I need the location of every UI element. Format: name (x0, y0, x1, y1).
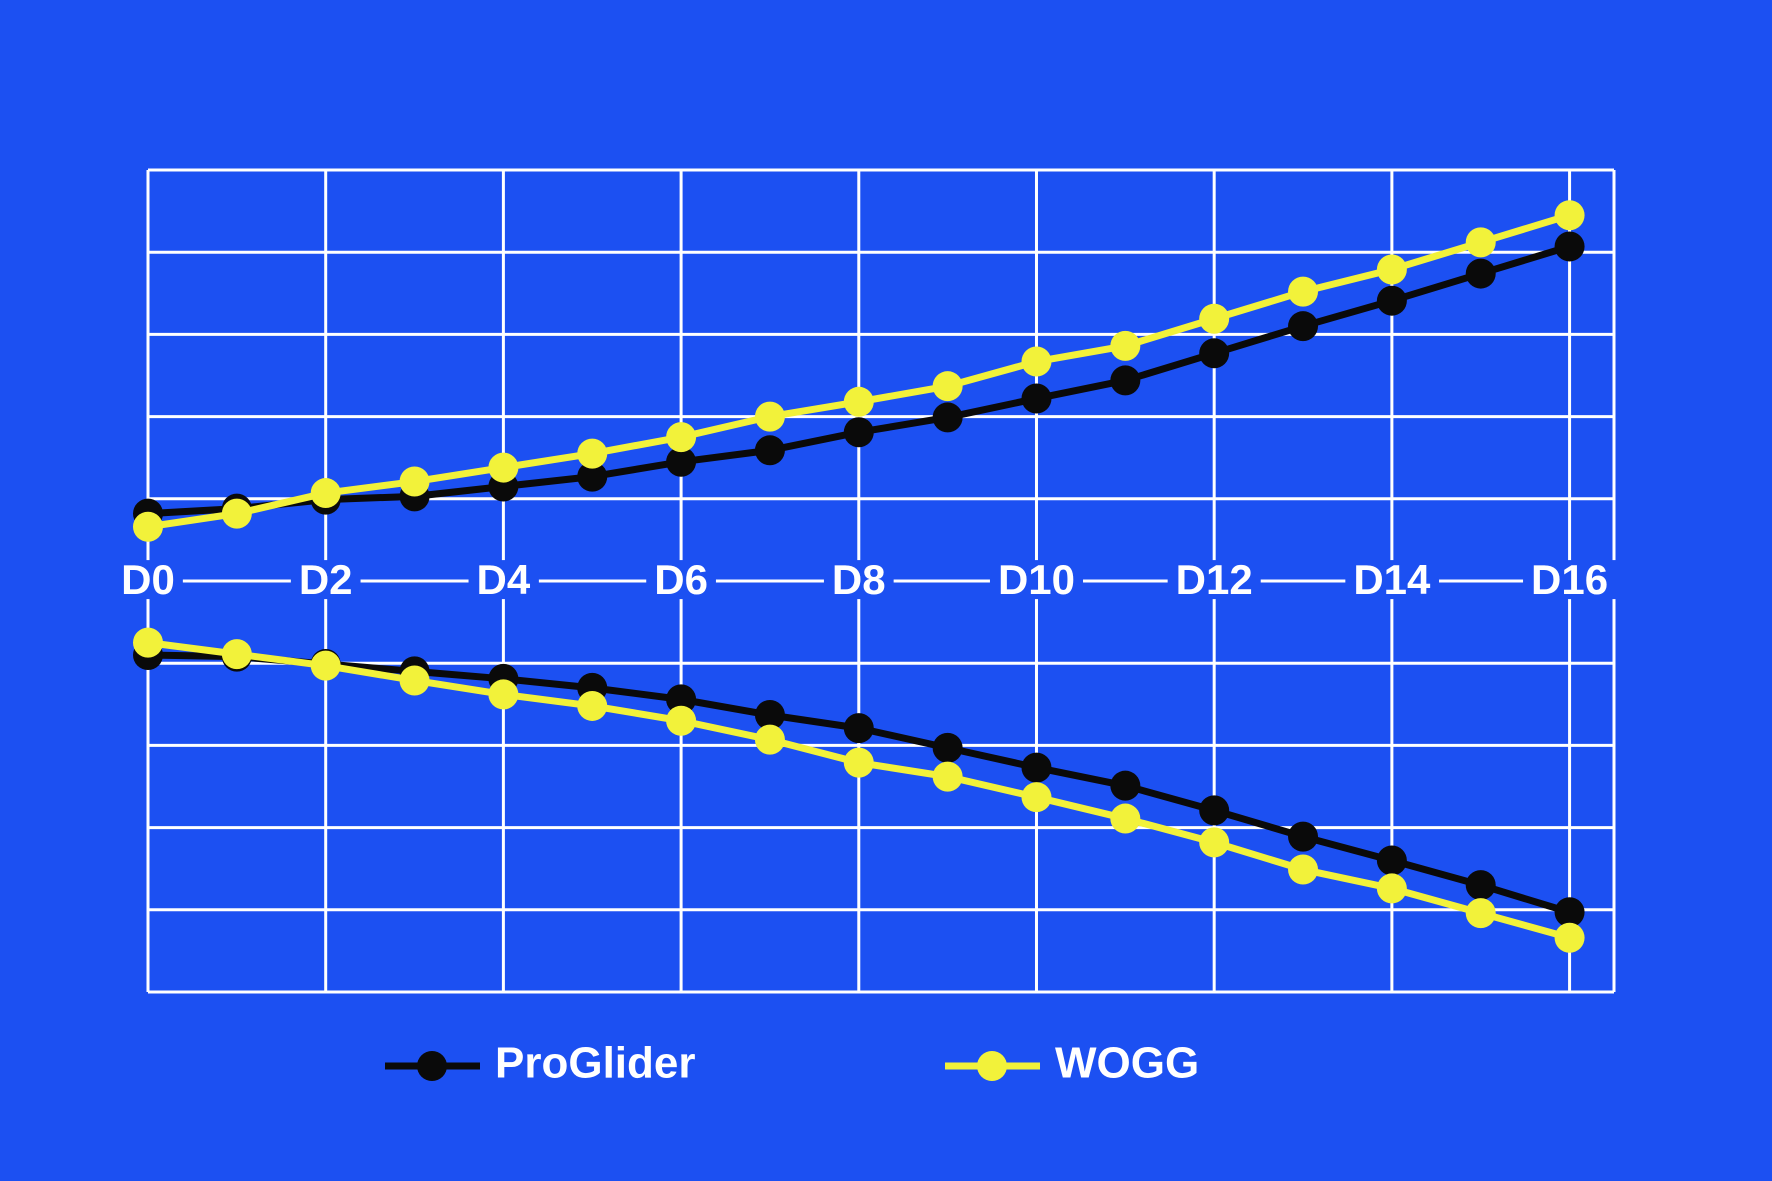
legend-label: ProGlider (495, 1039, 696, 1088)
point (1288, 821, 1319, 852)
point (488, 679, 519, 710)
point (1199, 795, 1230, 826)
label-background (1345, 560, 1440, 600)
point (1376, 285, 1407, 316)
point (1021, 752, 1052, 783)
point (754, 724, 785, 755)
point (221, 498, 252, 529)
point (1465, 227, 1496, 258)
point (932, 761, 963, 792)
point (399, 665, 430, 696)
legend-marker (977, 1051, 1007, 1081)
point (1199, 303, 1230, 334)
x-tick-labels: D0 D2 D4 D6 D8 D10 D12 D14 D16 (113, 556, 1617, 603)
point (666, 422, 697, 453)
point (133, 627, 163, 658)
label-background (823, 560, 894, 600)
label-background (290, 560, 361, 600)
legend-marker (417, 1051, 447, 1081)
point (843, 386, 874, 417)
point (754, 401, 785, 432)
point (932, 371, 963, 402)
label-background (646, 560, 716, 600)
x-tick-label: D16 (1531, 556, 1608, 603)
legend-label: WOGG (1055, 1039, 1199, 1088)
legend: ProGlider WOGG (385, 1039, 1199, 1088)
point (1021, 782, 1052, 813)
point (1288, 854, 1319, 885)
point (1021, 383, 1052, 414)
point (1376, 873, 1407, 904)
x-tick-label: D12 (1176, 556, 1253, 603)
x-tick-label: D2 (299, 556, 353, 603)
point (1465, 898, 1496, 929)
point (1465, 870, 1496, 901)
point (1199, 827, 1230, 858)
point (1554, 922, 1585, 953)
point (843, 713, 874, 744)
point (1110, 770, 1141, 801)
point (133, 511, 163, 542)
x-tick-label: D8 (832, 556, 886, 603)
point (1021, 346, 1052, 377)
point (1376, 254, 1407, 285)
x-tick-label: D6 (654, 556, 708, 603)
x-tick-label: D10 (998, 556, 1075, 603)
point (577, 461, 608, 492)
point (310, 650, 341, 681)
x-tick-label: D0 (121, 556, 175, 603)
x-tick-label: D4 (477, 556, 531, 603)
point (1288, 311, 1319, 342)
point (1465, 258, 1496, 289)
point (754, 699, 785, 730)
point (1554, 231, 1585, 262)
label-background (989, 560, 1084, 600)
point (1110, 365, 1141, 396)
point (399, 466, 430, 497)
point (754, 435, 785, 466)
point (666, 705, 697, 736)
point (1554, 897, 1585, 928)
point (1110, 330, 1141, 361)
label-background (468, 560, 539, 600)
label-background (1167, 560, 1261, 600)
point (1376, 845, 1407, 876)
point (932, 732, 963, 763)
point (577, 438, 608, 469)
x-tick-label: D14 (1353, 556, 1431, 603)
label-background (1523, 560, 1617, 600)
point (666, 446, 697, 477)
point (666, 684, 697, 715)
point (310, 478, 341, 509)
point (221, 639, 252, 670)
point (932, 402, 963, 433)
point (577, 690, 608, 721)
point (1199, 338, 1230, 369)
point (843, 747, 874, 778)
point (1554, 200, 1585, 231)
point (488, 452, 519, 483)
point (1110, 803, 1141, 834)
point (1288, 276, 1319, 307)
point (843, 417, 874, 448)
label-background (113, 560, 183, 600)
